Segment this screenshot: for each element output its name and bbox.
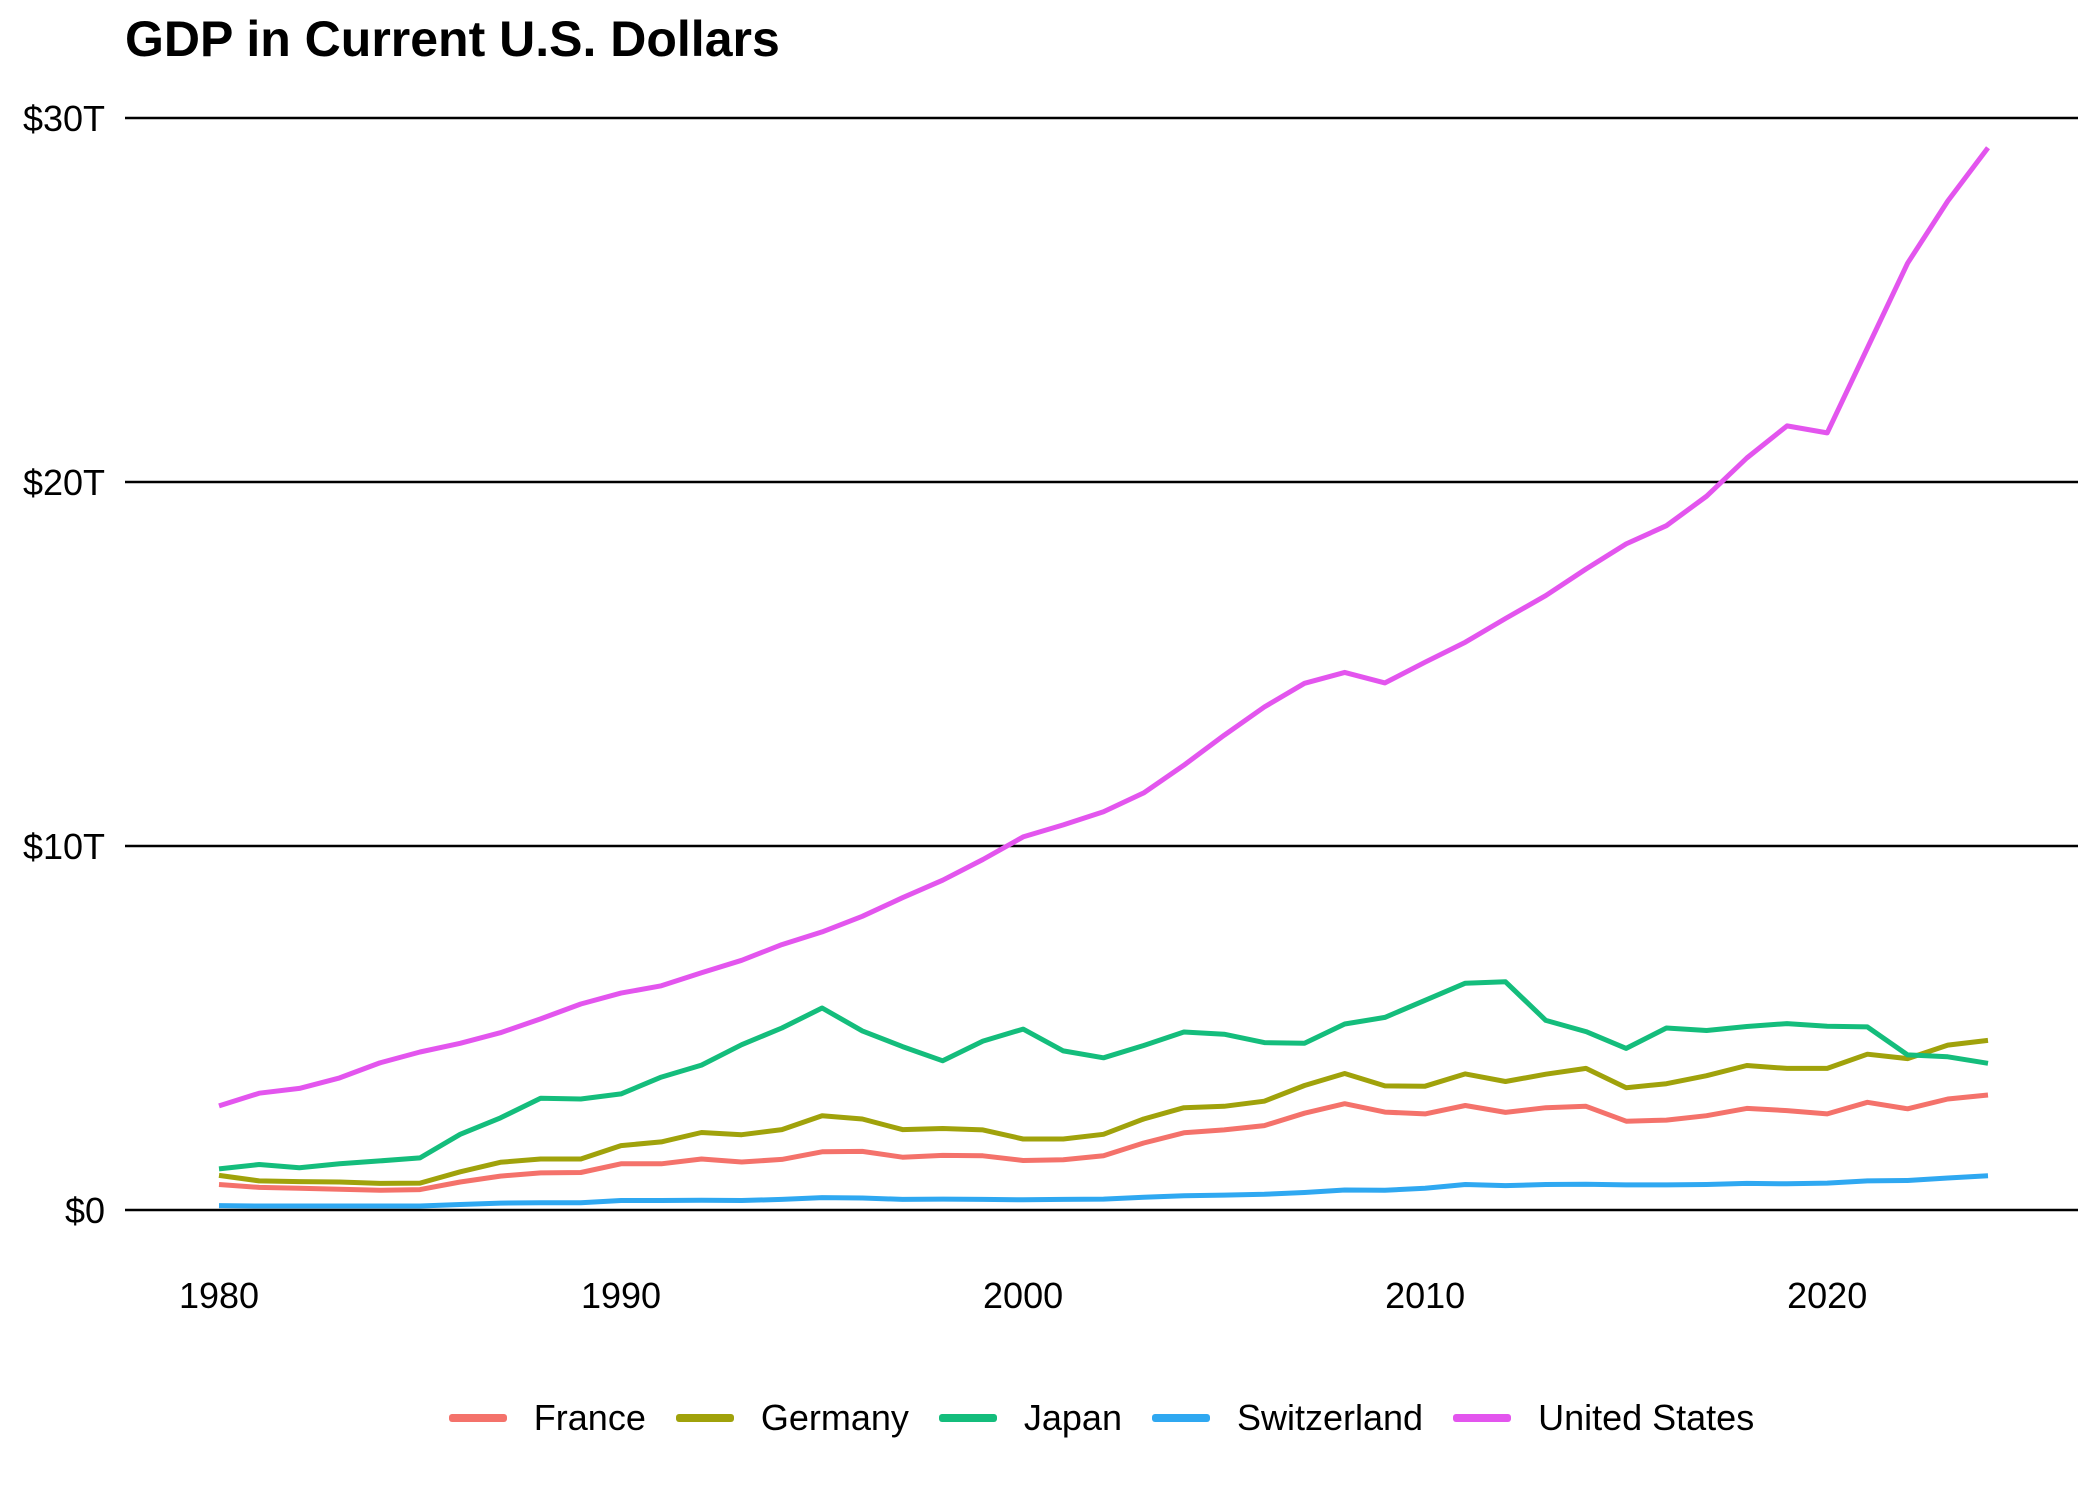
y-axis-tick-label: $30T	[23, 98, 105, 139]
y-axis-tick-label: $0	[65, 1190, 105, 1231]
x-axis-labels: 1980 1990 2000 2010 2020	[179, 1275, 1867, 1316]
legend-label: Japan	[1023, 1397, 1122, 1438]
series-line-japan	[218, 979, 1989, 1172]
x-axis-tick-label: 1980	[179, 1275, 259, 1316]
series-line-germany	[218, 1037, 1989, 1186]
legend: France Germany Japan Switzerland United Stat…	[125, 1392, 2078, 1444]
legend-item-united-states: United States	[1453, 1397, 1754, 1439]
series-line-france	[218, 1092, 1989, 1193]
legend-label: Switzerland	[1236, 1397, 1424, 1438]
chart-title: GDP in Current U.S. Dollars	[125, 11, 780, 67]
x-axis-tick-label: 2010	[1385, 1275, 1465, 1316]
x-axis-tick-label: 2000	[983, 1275, 1063, 1316]
legend-item-japan: Japan	[938, 1397, 1122, 1439]
y-gridlines	[125, 116, 2078, 1212]
legend-item-france: France	[448, 1397, 646, 1439]
legend-swatch-icon	[1453, 1414, 1512, 1422]
series-line-united-states	[218, 146, 1990, 1109]
legend-label: United States	[1538, 1397, 1755, 1438]
y-axis-tick-label: $20T	[23, 462, 105, 503]
x-axis-tick-label: 1990	[581, 1275, 661, 1316]
legend-item-switzerland: Switzerland	[1151, 1397, 1424, 1439]
x-axis-tick-label: 2020	[1787, 1275, 1867, 1316]
legend-swatch-icon	[448, 1414, 507, 1422]
series-lines	[218, 146, 1990, 1209]
y-axis-tick-label: $10T	[23, 826, 105, 867]
legend-label: France	[533, 1397, 646, 1438]
legend-swatch-icon	[938, 1414, 997, 1422]
y-axis-labels: $0 $10T $20T $30T	[23, 98, 105, 1231]
legend-item-germany: Germany	[675, 1397, 909, 1439]
legend-swatch-icon	[675, 1414, 734, 1422]
legend-label: Germany	[760, 1397, 909, 1438]
series-line-switzerland	[218, 1173, 1989, 1209]
legend-swatch-icon	[1151, 1414, 1210, 1422]
